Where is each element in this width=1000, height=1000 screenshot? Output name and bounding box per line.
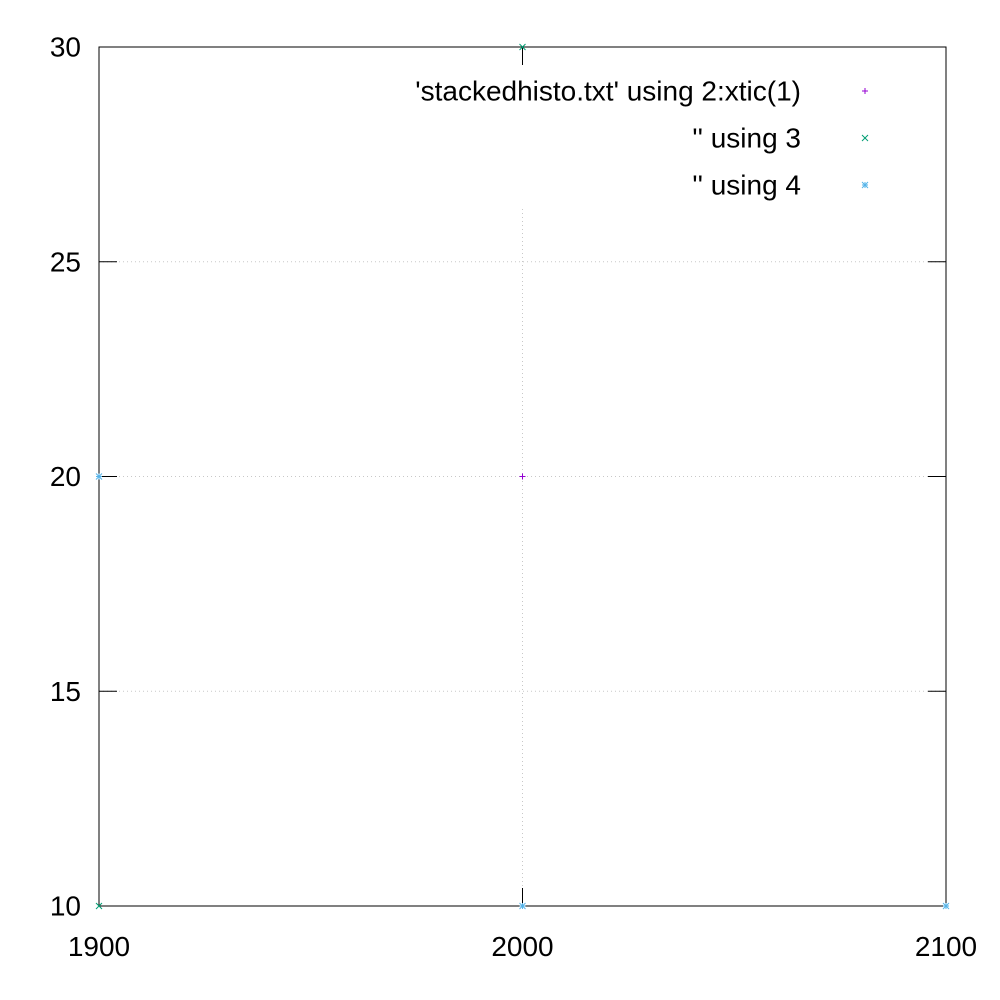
legend: 'stackedhisto.txt' using 2:xtic(1) '' usi… [415, 76, 869, 201]
legend-marker-series-1 [862, 88, 868, 94]
data-point-series-3 [942, 902, 950, 910]
y-tick-label: 20 [50, 461, 81, 492]
x-axis-tick-labels: 1900 2000 2100 [68, 931, 977, 962]
data-points [95, 43, 950, 910]
y-tick-label: 15 [50, 676, 81, 707]
y-tick-label: 30 [50, 32, 81, 63]
legend-label-series-3: '' using 4 [692, 170, 801, 201]
data-point-series-2 [519, 43, 526, 51]
data-point-series-3 [95, 473, 103, 480]
y-tick-label: 25 [50, 246, 81, 277]
legend-marker-series-2 [861, 134, 869, 142]
legend-label-series-2: '' using 3 [692, 123, 801, 154]
x-tick-label: 2100 [915, 931, 977, 962]
x-tick-label: 2000 [491, 931, 553, 962]
x-tick-label: 1900 [68, 931, 130, 962]
legend-label-series-1: 'stackedhisto.txt' using 2:xtic(1) [415, 76, 801, 107]
data-point-series-3 [519, 902, 526, 910]
grid [99, 209, 946, 906]
y-axis-tick-labels: 10 15 20 25 30 [50, 32, 81, 922]
data-point-series-2 [95, 902, 103, 910]
y-tick-label: 10 [50, 891, 81, 922]
data-point-series-1 [519, 473, 526, 480]
legend-marker-series-3 [861, 181, 869, 189]
